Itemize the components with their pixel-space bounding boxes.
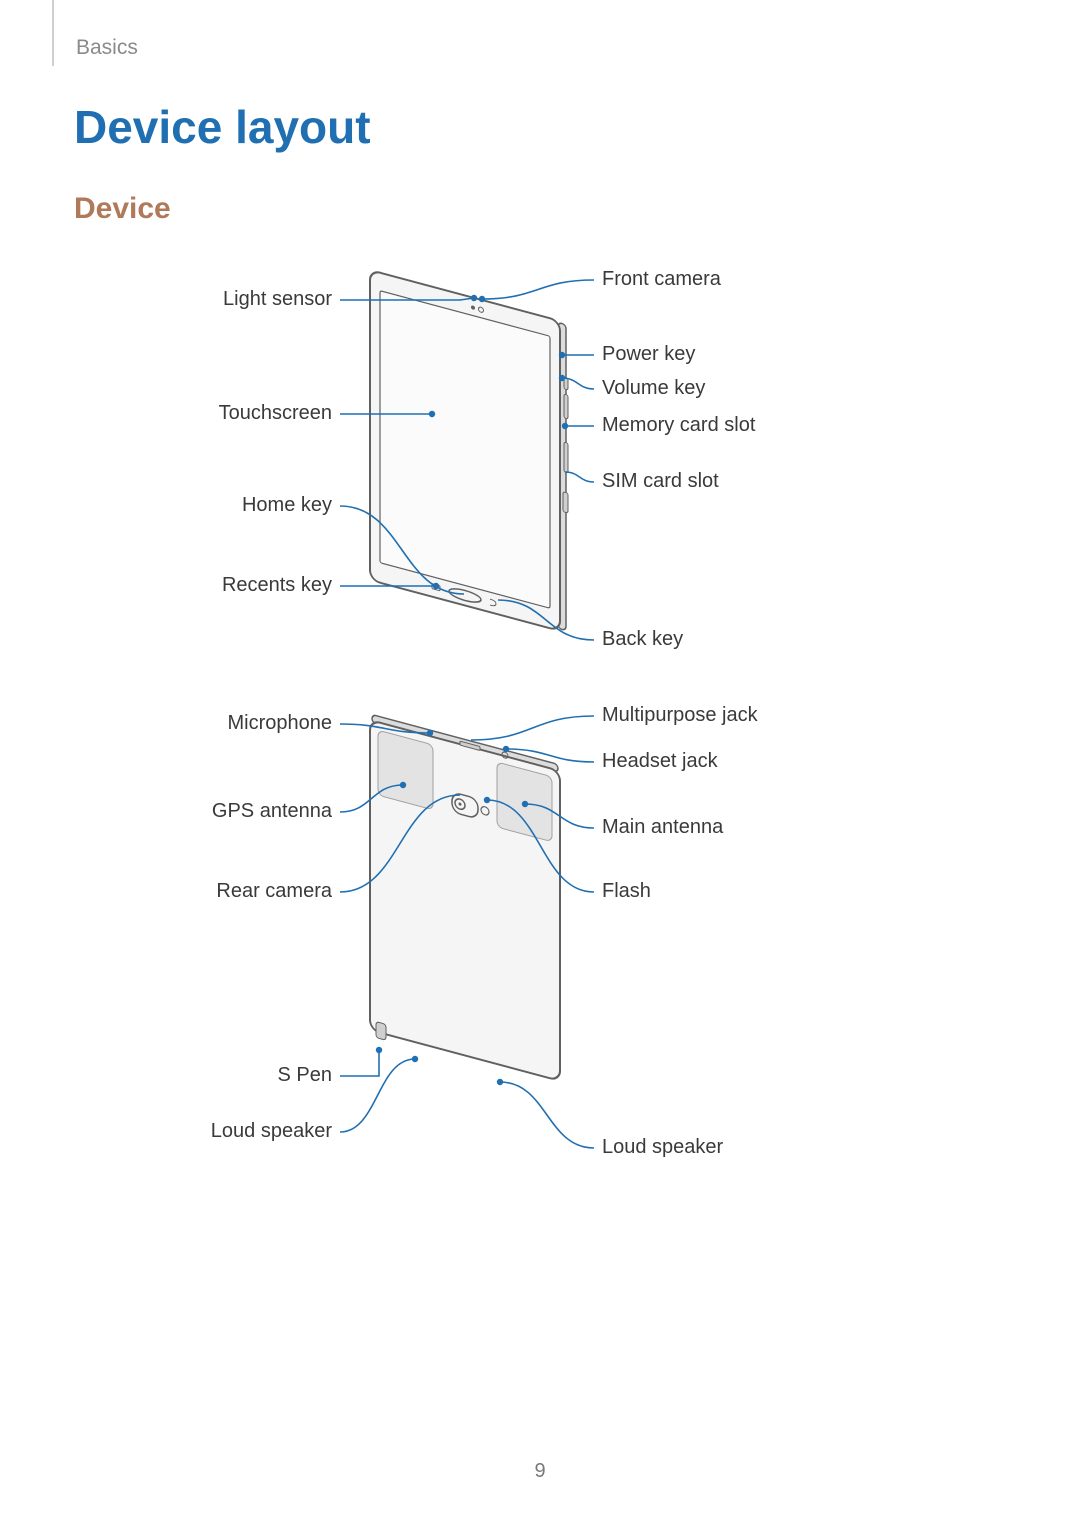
label-headset-jack: Headset jack — [602, 750, 718, 773]
label-multipurpose: Multipurpose jack — [602, 704, 758, 727]
back-device-group — [370, 714, 560, 1087]
callout-loud-speaker-r — [500, 1082, 594, 1148]
label-s-pen: S Pen — [278, 1064, 332, 1087]
callout-multipurpose — [471, 716, 594, 740]
front-device-group — [370, 270, 568, 633]
label-home-key: Home key — [242, 494, 332, 517]
label-volume-key: Volume key — [602, 377, 705, 400]
label-loud-speaker-r: Loud speaker — [602, 1136, 723, 1159]
label-power-key: Power key — [602, 343, 695, 366]
label-back-key: Back key — [602, 628, 683, 651]
label-flash: Flash — [602, 880, 651, 903]
callout-front-camera — [482, 280, 594, 299]
device-diagram — [0, 0, 1080, 1527]
callout-s-pen — [340, 1050, 379, 1076]
label-light-sensor: Light sensor — [223, 288, 332, 311]
label-sim-card: SIM card slot — [602, 470, 719, 493]
manual-page: Basics Device layout Device — [0, 0, 1080, 1527]
label-memory-card: Memory card slot — [602, 414, 755, 437]
callout-loud-speaker-l — [340, 1059, 415, 1132]
label-rear-camera: Rear camera — [216, 880, 332, 903]
label-loud-speaker-l: Loud speaker — [211, 1120, 332, 1143]
label-touchscreen: Touchscreen — [219, 402, 332, 425]
label-recents-key: Recents key — [222, 574, 332, 597]
callout-sim-card — [565, 472, 594, 482]
label-gps-antenna: GPS antenna — [212, 800, 332, 823]
label-front-camera: Front camera — [602, 268, 721, 291]
label-microphone: Microphone — [227, 712, 332, 735]
label-main-antenna: Main antenna — [602, 816, 723, 839]
page-number: 9 — [0, 1460, 1080, 1483]
